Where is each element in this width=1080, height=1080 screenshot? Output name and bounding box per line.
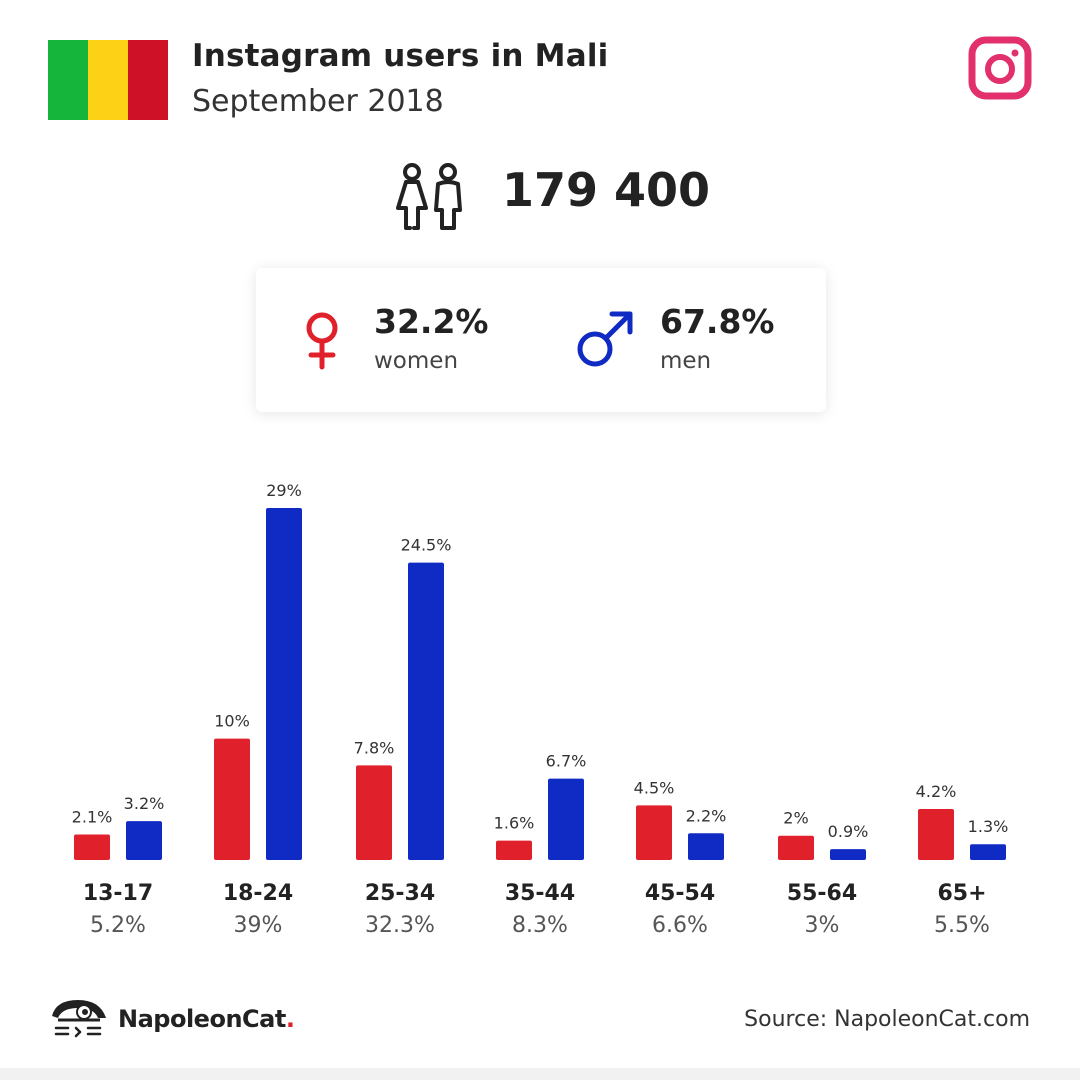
bar-men-18-24: [266, 508, 302, 860]
age-group-label-35-44: 35-44: [505, 881, 575, 906]
bar-men-55-64: [830, 849, 866, 860]
age-group-label-25-34: 25-34: [365, 881, 435, 906]
bar-women-18-24: [214, 738, 250, 860]
instagram-icon: [968, 36, 1032, 100]
data-label-men-25-34: 24.5%: [401, 536, 452, 555]
data-label-men-65+: 1.3%: [968, 817, 1009, 836]
bar-women-35-44: [496, 840, 532, 860]
age-group-label-65+: 65+: [937, 881, 986, 906]
age-group-label-55-64: 55-64: [787, 881, 857, 906]
total-users: 179 400: [502, 163, 711, 217]
gender-split-card: 32.2% women 67.8% men: [256, 268, 826, 412]
age-group-label-13-17: 13-17: [83, 881, 153, 906]
data-label-men-18-24: 29%: [266, 481, 302, 500]
age-group-total-55-64: 3%: [805, 913, 840, 938]
source-credit: Source: NapoleonCat.com: [744, 1007, 1030, 1032]
napoleoncat-logo-icon: [52, 1000, 106, 1038]
data-label-women-35-44: 1.6%: [494, 814, 535, 833]
data-label-women-45-54: 4.5%: [634, 778, 675, 797]
data-label-men-45-54: 2.2%: [686, 806, 727, 825]
age-group-label-18-24: 18-24: [223, 881, 293, 906]
data-label-women-13-17: 2.1%: [72, 808, 113, 827]
bar-women-13-17: [74, 834, 110, 860]
age-group-total-25-34: 32.3%: [365, 913, 435, 938]
men-percentage: 67.8%: [660, 302, 775, 341]
bar-men-45-54: [688, 833, 724, 860]
bar-men-25-34: [408, 562, 444, 860]
data-label-men-13-17: 3.2%: [124, 794, 165, 813]
data-label-women-18-24: 10%: [214, 712, 250, 731]
bar-women-45-54: [636, 805, 672, 860]
age-group-total-35-44: 8.3%: [512, 913, 568, 938]
footer-band: [0, 1068, 1080, 1080]
flag-stripe-yellow: [88, 40, 128, 120]
data-label-women-55-64: 2%: [783, 809, 808, 828]
data-label-men-55-64: 0.9%: [828, 822, 869, 841]
flag-stripe-green: [48, 40, 88, 120]
age-group-total-13-17: 5.2%: [90, 913, 146, 938]
age-group-total-65+: 5.5%: [934, 913, 990, 938]
data-label-men-35-44: 6.7%: [546, 752, 587, 771]
page-title: Instagram users in Mali: [192, 38, 609, 74]
mali-flag: [48, 40, 168, 120]
people-icon: [396, 163, 462, 230]
women-label: women: [374, 348, 459, 374]
bar-men-65+: [970, 844, 1006, 860]
brand-name: NapoleonCat.: [118, 1005, 295, 1033]
data-label-women-25-34: 7.8%: [354, 738, 395, 757]
age-gender-bar-chart: 2.1% 3.2% 13-17 5.2% 10% 29% 18-24 39% 7.8% 24.5%…: [72, 481, 1009, 938]
age-group-total-45-54: 6.6%: [652, 913, 708, 938]
bar-men-13-17: [126, 821, 162, 860]
data-label-women-65+: 4.2%: [916, 782, 957, 801]
bar-men-35-44: [548, 778, 584, 860]
women-percentage: 32.2%: [374, 302, 489, 341]
age-group-label-45-54: 45-54: [645, 881, 715, 906]
age-group-total-18-24: 39%: [234, 913, 283, 938]
flag-stripe-red: [128, 40, 168, 120]
bar-women-25-34: [356, 765, 392, 860]
men-label: men: [660, 348, 712, 374]
female-symbol-icon: [306, 312, 338, 370]
page-subtitle: September 2018: [192, 84, 444, 119]
male-symbol-icon: [577, 311, 633, 367]
bar-women-65+: [918, 809, 954, 860]
bar-women-55-64: [778, 835, 814, 860]
